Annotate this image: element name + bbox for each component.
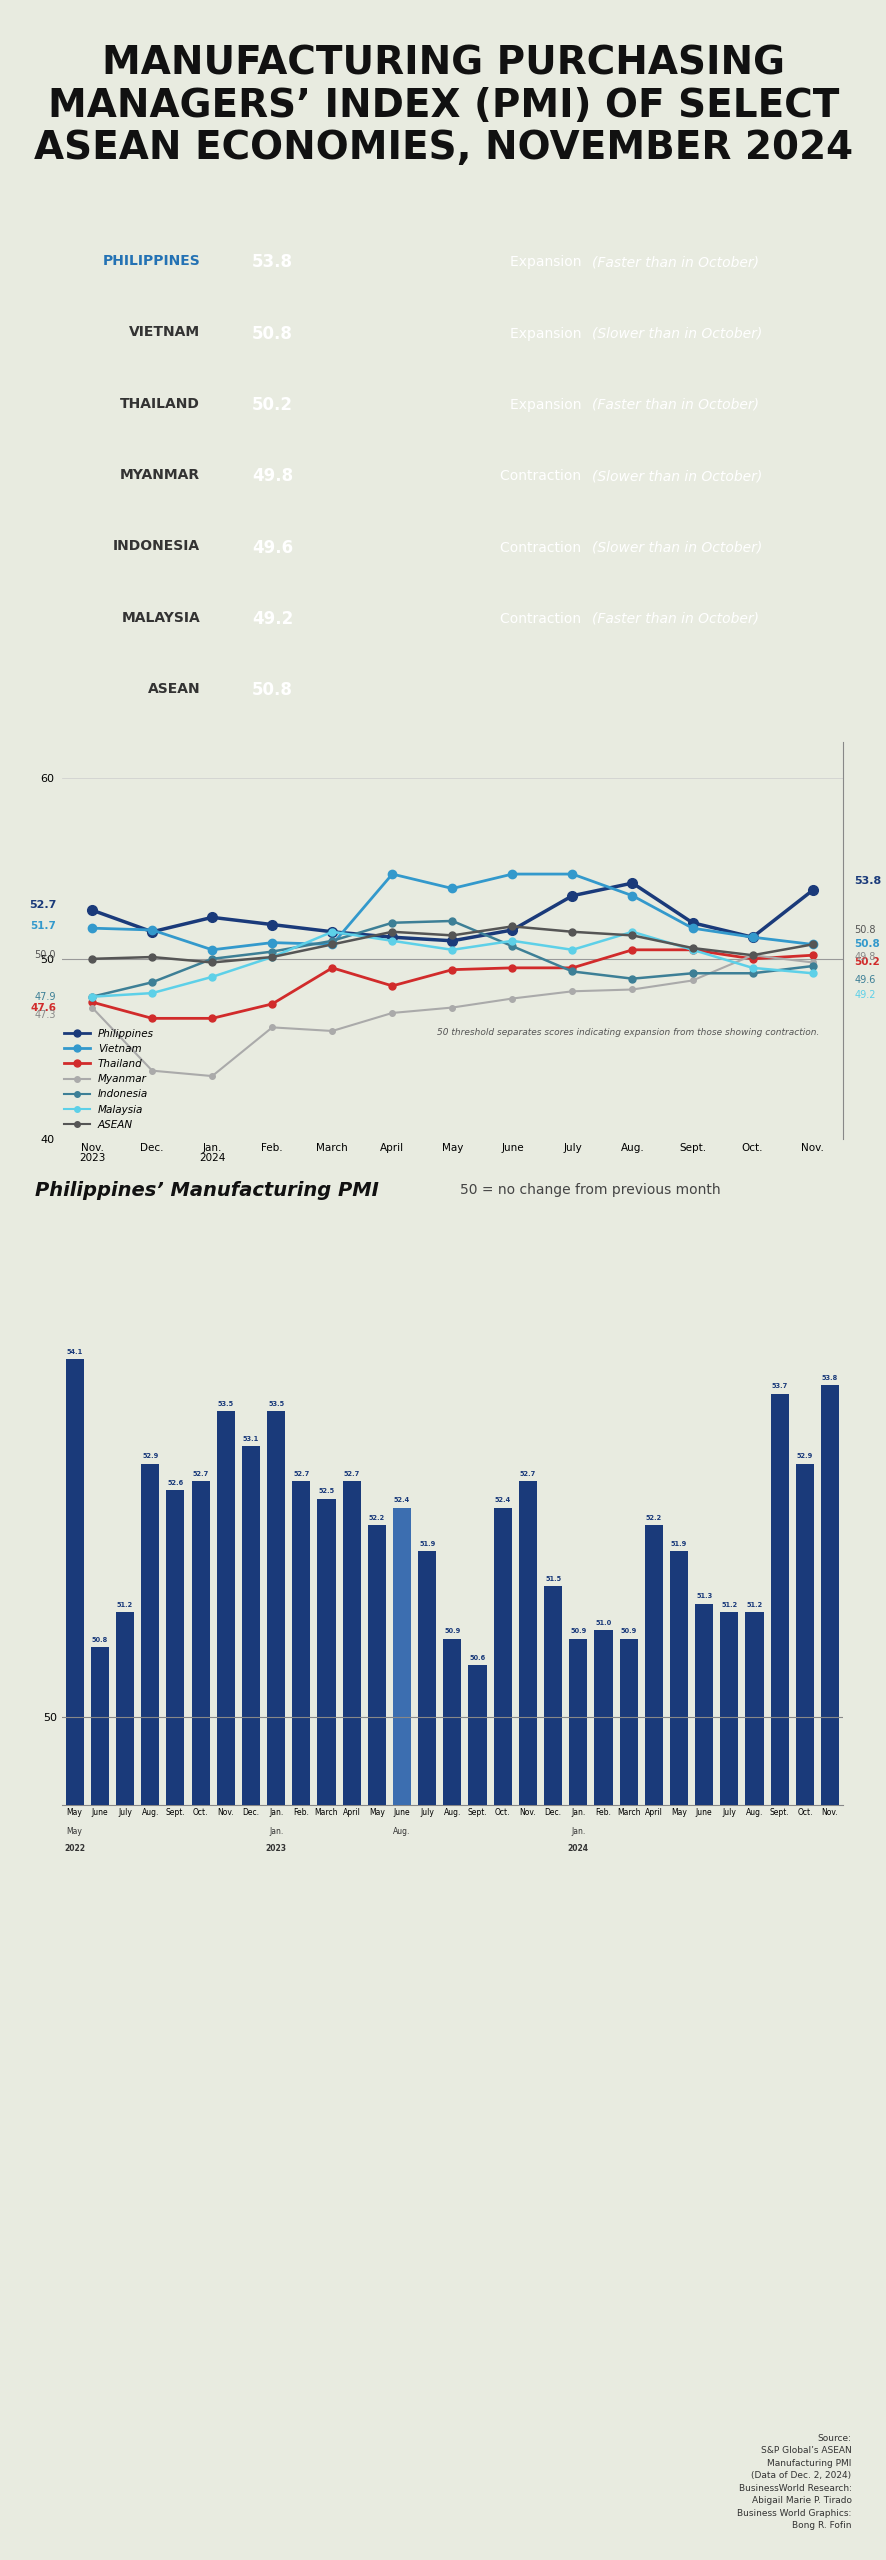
Text: Expansion: Expansion bbox=[509, 328, 585, 340]
Text: 49.2: 49.2 bbox=[252, 609, 293, 627]
Bar bbox=[417, 1551, 436, 2560]
Bar bbox=[518, 1482, 536, 2560]
Bar bbox=[695, 1603, 712, 2560]
Text: May: May bbox=[66, 1828, 82, 1836]
Bar bbox=[569, 1638, 587, 2560]
Text: Source:
S&P Global’s ASEAN
Manufacturing PMI
(Data of Dec. 2, 2024)
BusinessWorl: Source: S&P Global’s ASEAN Manufacturing… bbox=[736, 2435, 851, 2529]
Bar bbox=[167, 1490, 184, 2560]
Legend: Philippines, Vietnam, Thailand, Myanmar, Indonesia, Malaysia, ASEAN: Philippines, Vietnam, Thailand, Myanmar,… bbox=[59, 1024, 158, 1134]
Text: 52.4: 52.4 bbox=[393, 1498, 409, 1503]
Text: 50.2: 50.2 bbox=[854, 957, 880, 968]
Text: 49.6: 49.6 bbox=[854, 975, 875, 986]
Text: 50.8: 50.8 bbox=[854, 940, 880, 950]
Text: Jan.: Jan. bbox=[268, 1828, 283, 1836]
Text: THAILAND: THAILAND bbox=[120, 397, 200, 410]
Bar bbox=[90, 1649, 109, 2560]
Text: MYANMAR: MYANMAR bbox=[120, 468, 200, 481]
Text: 47.6: 47.6 bbox=[30, 1004, 56, 1014]
Text: ASEAN: ASEAN bbox=[147, 681, 200, 696]
Text: (Slower than in October): (Slower than in October) bbox=[592, 328, 762, 340]
Bar bbox=[468, 1664, 486, 2560]
Text: 51.2: 51.2 bbox=[745, 1603, 762, 1608]
Text: Aug.: Aug. bbox=[392, 1828, 410, 1836]
Bar bbox=[543, 1587, 562, 2560]
Text: 52.7: 52.7 bbox=[519, 1472, 535, 1477]
Text: 53.5: 53.5 bbox=[268, 1400, 284, 1408]
Text: MALAYSIA: MALAYSIA bbox=[121, 609, 200, 625]
Text: Contraction: Contraction bbox=[500, 612, 585, 627]
Bar bbox=[317, 1498, 335, 2560]
Text: 52.2: 52.2 bbox=[369, 1516, 385, 1521]
Bar bbox=[770, 1393, 788, 2560]
Text: 50.0: 50.0 bbox=[35, 950, 56, 960]
Text: 49.6: 49.6 bbox=[252, 538, 293, 556]
Text: 53.7: 53.7 bbox=[771, 1382, 787, 1390]
Text: 49.2: 49.2 bbox=[854, 991, 875, 1001]
Text: 53.8: 53.8 bbox=[854, 876, 881, 886]
Text: 49.8: 49.8 bbox=[252, 468, 293, 486]
Bar bbox=[342, 1482, 361, 2560]
Bar bbox=[191, 1482, 209, 2560]
Text: 52.7: 52.7 bbox=[192, 1472, 208, 1477]
Text: 50.8: 50.8 bbox=[252, 681, 292, 699]
Text: (Slower than in October): (Slower than in October) bbox=[592, 468, 762, 484]
Text: 50.9: 50.9 bbox=[570, 1628, 586, 1633]
Text: Contraction: Contraction bbox=[500, 540, 585, 556]
Text: 50.8: 50.8 bbox=[252, 325, 292, 343]
Text: Philippines’ Manufacturing PMI: Philippines’ Manufacturing PMI bbox=[35, 1180, 379, 1201]
Text: 50 threshold separates scores indicating expansion from those showing contractio: 50 threshold separates scores indicating… bbox=[437, 1027, 819, 1037]
Text: Jan.: Jan. bbox=[571, 1828, 585, 1836]
Text: 53.5: 53.5 bbox=[217, 1400, 234, 1408]
Text: 50.9: 50.9 bbox=[444, 1628, 460, 1633]
Text: 52.7: 52.7 bbox=[343, 1472, 360, 1477]
Text: 52.9: 52.9 bbox=[142, 1454, 159, 1459]
Text: 53.8: 53.8 bbox=[821, 1375, 837, 1380]
Text: 49.8: 49.8 bbox=[854, 952, 875, 963]
Text: 50.9: 50.9 bbox=[620, 1628, 636, 1633]
Bar bbox=[392, 1508, 410, 2560]
Text: 52.2: 52.2 bbox=[645, 1516, 661, 1521]
Text: 51.5: 51.5 bbox=[544, 1577, 561, 1582]
Text: 51.3: 51.3 bbox=[696, 1592, 711, 1600]
Text: 52.9: 52.9 bbox=[796, 1454, 812, 1459]
Text: 51.9: 51.9 bbox=[418, 1541, 435, 1546]
Text: INDONESIA: INDONESIA bbox=[113, 540, 200, 553]
Bar bbox=[242, 1446, 260, 2560]
Text: VIETNAM: VIETNAM bbox=[128, 325, 200, 340]
Text: 52.7: 52.7 bbox=[28, 899, 56, 909]
Text: (Faster than in October): (Faster than in October) bbox=[592, 397, 758, 412]
Text: 50.8: 50.8 bbox=[854, 924, 875, 934]
Bar bbox=[795, 1464, 813, 2560]
Bar bbox=[494, 1508, 511, 2560]
Text: 2024: 2024 bbox=[567, 1843, 588, 1853]
Text: 47.9: 47.9 bbox=[35, 991, 56, 1001]
Bar bbox=[66, 1359, 83, 2560]
Text: 52.7: 52.7 bbox=[293, 1472, 309, 1477]
Text: PHILIPPINES: PHILIPPINES bbox=[102, 253, 200, 269]
Bar bbox=[267, 1411, 285, 2560]
Bar bbox=[744, 1613, 763, 2560]
Text: 51.7: 51.7 bbox=[30, 922, 56, 932]
Bar bbox=[443, 1638, 461, 2560]
Bar bbox=[368, 1526, 385, 2560]
Text: Expansion: Expansion bbox=[509, 397, 585, 412]
Text: 50.6: 50.6 bbox=[469, 1654, 486, 1661]
Text: (Faster than in October): (Faster than in October) bbox=[592, 612, 758, 627]
Bar bbox=[669, 1551, 688, 2560]
Text: (Faster than in October): (Faster than in October) bbox=[592, 256, 758, 269]
Text: 53.8: 53.8 bbox=[252, 253, 292, 271]
Text: 50.2: 50.2 bbox=[252, 397, 292, 415]
Text: 50.8: 50.8 bbox=[91, 1636, 108, 1644]
Text: Expansion: Expansion bbox=[509, 256, 585, 269]
Text: 2022: 2022 bbox=[64, 1843, 85, 1853]
Bar bbox=[644, 1526, 662, 2560]
Bar bbox=[820, 1385, 838, 2560]
Text: (Slower than in October): (Slower than in October) bbox=[592, 540, 762, 556]
Bar bbox=[291, 1482, 310, 2560]
Text: 51.2: 51.2 bbox=[117, 1603, 133, 1608]
Bar bbox=[618, 1638, 637, 2560]
Text: 50 = no change from previous month: 50 = no change from previous month bbox=[459, 1183, 719, 1198]
Text: 51.0: 51.0 bbox=[595, 1620, 610, 1626]
Bar bbox=[116, 1613, 134, 2560]
Text: 2023: 2023 bbox=[265, 1843, 286, 1853]
